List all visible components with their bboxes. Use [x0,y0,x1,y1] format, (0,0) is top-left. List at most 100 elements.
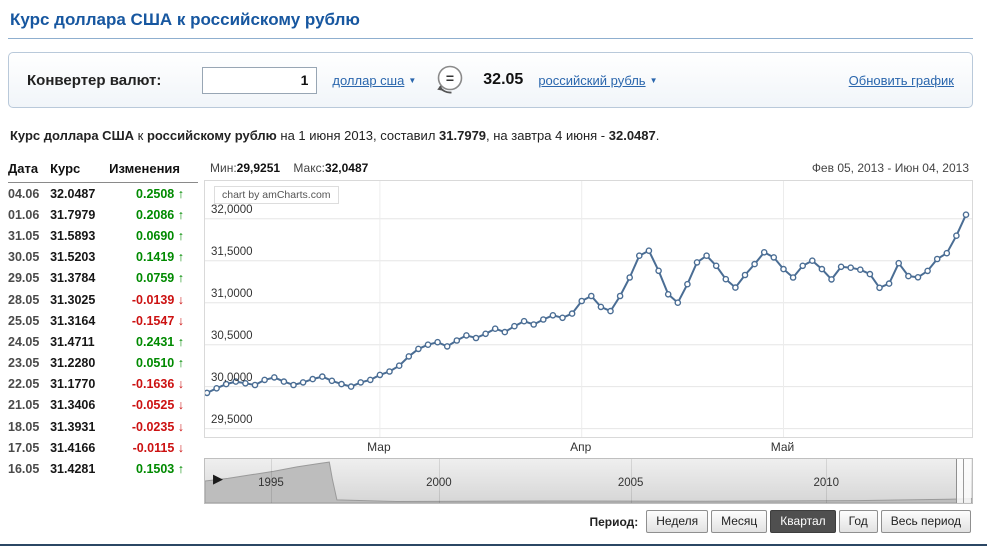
data-point [395,362,403,369]
data-point [434,338,441,346]
change-cell: -0.1636 ↓ [131,377,184,392]
table-row: 21.05 31.3406 -0.0525 ↓ [8,395,198,416]
to-currency-select[interactable]: российский рубль ▼ [538,73,657,88]
rate-cell: 31.3931 [50,419,96,434]
change-cell: -0.0235 ↓ [131,419,184,434]
currency-converter-panel: Конвертер валют: доллар сша▼ = 32.05 рос… [8,52,973,108]
table-row: 22.05 31.1770 -0.1636 ↓ [8,374,198,395]
rate-cell: 31.4711 [50,334,95,349]
table-row: 17.05 31.4166 -0.0115 ↓ [8,437,198,458]
change-cell: 0.0759 ↑ [136,271,184,286]
rate-cell: 32.0487 [50,186,96,201]
min-label: Мин: [210,161,237,175]
year-label: 1995 [258,477,284,490]
x-axis-label: Май [770,440,795,454]
table-row: 23.05 31.2280 0.0510 ↑ [8,353,198,374]
data-point [712,262,720,270]
rate-chart[interactable]: chart by amCharts.com 32,0000 31,5000 31,0… [204,180,973,438]
timeline-scrubber[interactable]: ▶ 1995 2000 2005 2010 [204,458,973,504]
data-point [261,376,268,384]
arrow-down-icon: ↓ [177,377,184,392]
data-point [511,322,518,330]
period-label: Период: [589,514,639,529]
period-button-all[interactable]: Весь период [880,510,971,533]
data-point [751,260,758,268]
data-point [693,259,701,266]
data-point [280,378,288,385]
chart-minmax: Мин:29,9251 Макс:32,0487 [210,161,368,175]
swap-circle-graphic: = [437,65,463,93]
rate-cell: 31.4166 [50,440,96,455]
data-point [741,271,749,279]
data-point [309,375,316,383]
date-cell: 29.05 [8,271,40,286]
rate-cell: 31.5893 [50,228,96,243]
change-cell: 0.0510 ↑ [136,356,184,371]
data-point [319,373,326,380]
column-header-rate: Курс [50,159,110,183]
date-cell: 17.05 [8,440,40,455]
play-icon[interactable]: ▶ [213,471,223,486]
arrow-down-icon: ↓ [177,419,184,434]
data-point [876,284,883,292]
table-row: 24.05 31.4711 0.2431 ↑ [8,331,198,352]
data-point [213,384,220,392]
scrubber-selection-handle[interactable] [956,459,971,503]
data-point [664,291,672,298]
arrow-down-icon: ↓ [177,440,184,455]
data-point [366,376,374,384]
converter-label: Конвертер валют: [27,71,162,89]
data-point [405,353,413,360]
data-point [472,334,480,342]
change-cell: -0.0139 ↓ [131,292,184,307]
data-point [616,292,624,300]
data-point [818,265,826,273]
data-point [376,371,384,379]
summary-text: к [134,128,147,143]
x-axis-label: Апр [570,440,592,454]
data-point [914,274,922,281]
data-point [347,383,355,390]
table-header-row: Дата Курс Изменения [8,159,198,183]
chart-info-row: Мин:29,9251 Макс:32,0487 Фев 05, 2013 - … [204,159,973,180]
y-axis-label: 30,5000 [211,329,253,342]
amount-input[interactable] [202,66,318,94]
data-point [866,270,874,278]
change-cell: 0.2431 ↑ [136,334,184,349]
period-button-quarter[interactable]: Квартал [770,510,836,533]
from-currency-select[interactable]: доллар сша ▼ [332,73,416,88]
change-cell: -0.1547 ↓ [131,313,184,328]
change-cell: 0.1419 ↑ [136,250,184,265]
arrow-up-icon: ↑ [177,462,184,477]
data-point [732,284,739,291]
data-point [338,380,345,388]
data-point [703,252,710,259]
amcharts-watermark: chart by amCharts.com [214,186,339,204]
period-button-week[interactable]: Неделя [646,510,709,533]
period-button-year[interactable]: Год [838,510,878,533]
summary-currency-from: Курс доллара США [10,128,135,143]
arrow-down-icon: ↓ [177,313,184,328]
change-cell: 0.1503 ↑ [136,462,184,477]
data-point [770,254,778,261]
data-point [491,325,499,332]
column-header-change: Изменения [109,159,198,183]
date-cell: 01.06 [8,207,40,222]
update-chart-link[interactable]: Обновить график [848,72,954,88]
data-point [205,389,211,397]
date-cell: 23.05 [8,356,40,371]
swap-currencies-icon[interactable]: = [431,62,468,99]
rate-cell: 31.3164 [50,313,96,328]
table-row: 28.05 31.3025 -0.0139 ↓ [8,289,198,310]
change-cell: -0.0525 ↓ [131,398,184,413]
period-button-month[interactable]: Месяц [711,510,768,533]
arrow-up-icon: ↑ [177,228,184,243]
data-point [290,381,297,389]
rate-cell: 31.3784 [50,271,96,286]
table-row: 30.05 31.5203 0.1419 ↑ [8,247,198,268]
max-label: Макс: [293,161,325,175]
data-point [607,307,614,315]
data-point [857,266,864,273]
data-point [242,379,249,387]
data-point [424,341,432,348]
